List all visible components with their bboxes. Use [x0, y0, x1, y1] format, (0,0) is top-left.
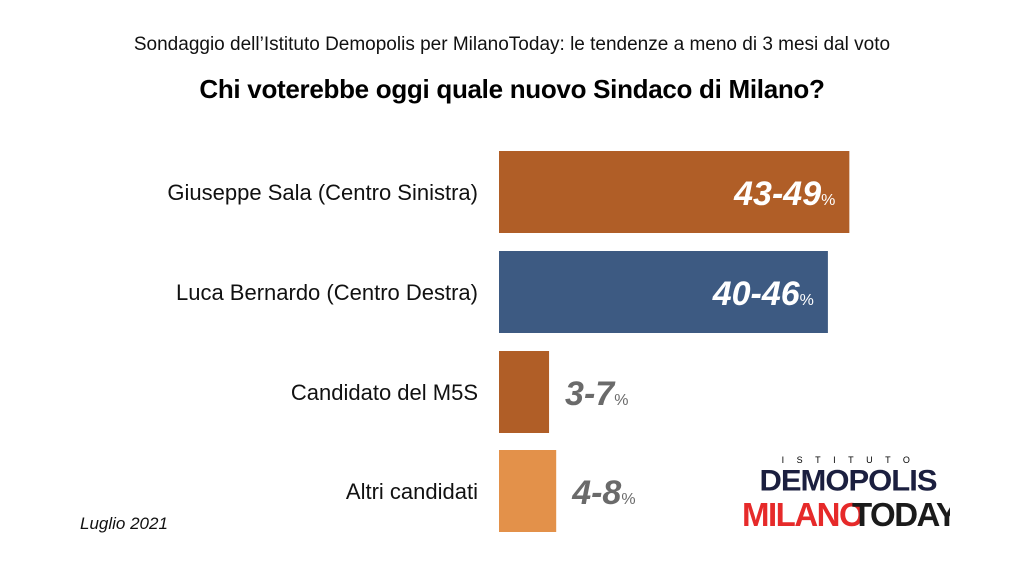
data-label: 3-7% [565, 375, 628, 413]
data-label-unit: % [821, 192, 835, 209]
chart-title: Chi voterebbe oggi quale nuovo Sindaco d… [199, 74, 825, 104]
logos: ISTITUTO DEMOPOLIS MILANO TODAY [742, 455, 954, 532]
bar [499, 351, 550, 433]
category-label: Altri candidati [346, 479, 478, 504]
milanotoday-logo-today: TODAY [852, 498, 950, 532]
milanotoday-logo-milano: MILANO [742, 498, 865, 532]
data-label: 40-46% [712, 275, 814, 313]
chart-subtitle: Sondaggio dell’Istituto Demopolis per Mi… [133, 34, 891, 55]
demopolis-logo-top: ISTITUTO [781, 455, 923, 465]
data-label-unit: % [621, 491, 635, 508]
category-label: Luca Bernardo (Centro Destra) [176, 280, 478, 305]
data-label-unit: % [614, 392, 628, 409]
bar [499, 450, 557, 532]
data-label-unit: % [800, 292, 814, 309]
demopolis-logo: DEMOPOLIS [759, 463, 937, 498]
category-label: Giuseppe Sala (Centro Sinistra) [167, 180, 478, 205]
category-label: Candidato del M5S [291, 380, 478, 405]
data-label: 4-8% [571, 474, 635, 512]
bar [499, 151, 850, 233]
bar [499, 251, 828, 333]
milanotoday-logo: MILANO TODAY [742, 498, 950, 532]
data-label: 43-49% [733, 175, 835, 213]
survey-date: Luglio 2021 [80, 514, 168, 533]
